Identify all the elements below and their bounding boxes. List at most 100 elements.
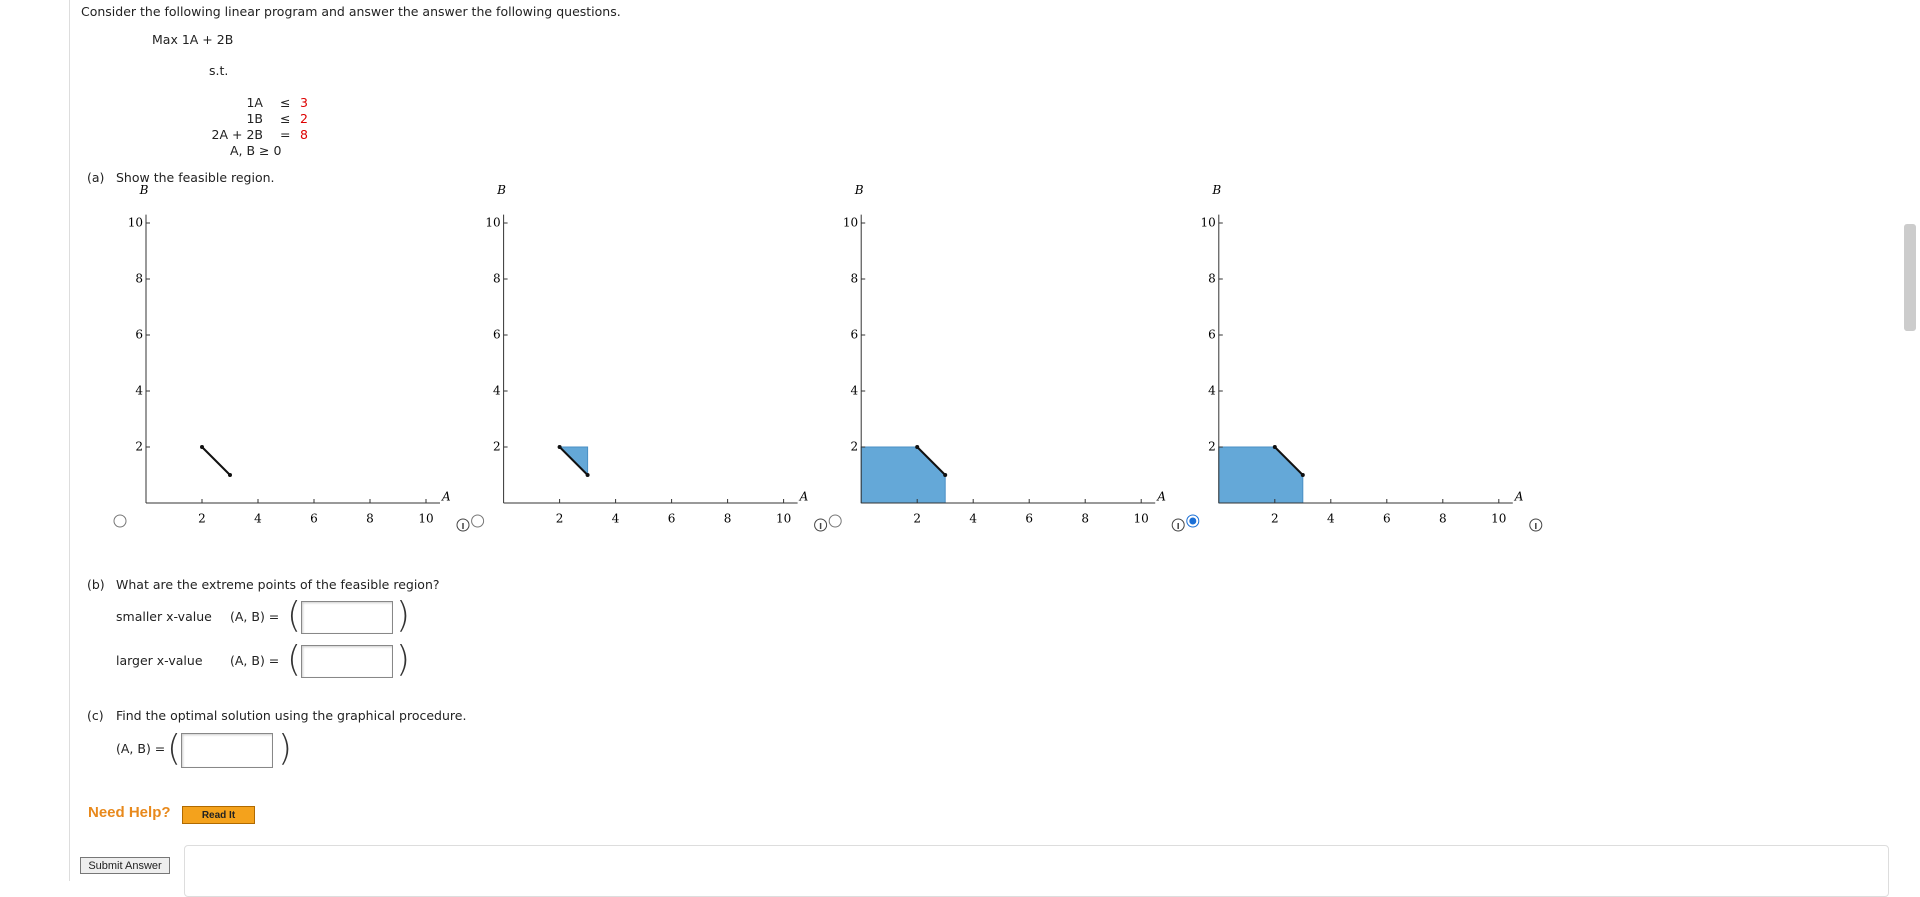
x-tick-label: 8 bbox=[1081, 512, 1089, 526]
rhs: 8 bbox=[300, 127, 308, 142]
st: s.t. bbox=[209, 63, 229, 78]
x-axis-label: A bbox=[1156, 490, 1166, 504]
x-tick-label: 2 bbox=[1271, 512, 1279, 526]
paren: ( bbox=[287, 639, 302, 680]
x-tick-label: 10 bbox=[1134, 512, 1149, 526]
y-tick-label: 8 bbox=[1208, 272, 1216, 286]
y-tick-label: 6 bbox=[851, 328, 859, 342]
y-tick-label: 6 bbox=[1208, 328, 1216, 342]
x-tick-label: 2 bbox=[913, 512, 921, 526]
segment bbox=[201, 446, 231, 476]
submit-button[interactable]: Submit Answer bbox=[80, 857, 170, 874]
y-tick-label: 4 bbox=[493, 384, 501, 398]
row-label: larger x-value bbox=[116, 653, 203, 668]
paren: ( bbox=[287, 595, 302, 636]
y-tick-label: 8 bbox=[135, 272, 143, 286]
x-tick-label: 2 bbox=[556, 512, 564, 526]
question: Show the feasible region. bbox=[116, 170, 275, 185]
segment bbox=[1274, 446, 1304, 476]
y-tick-label: 2 bbox=[493, 440, 501, 454]
paren: ( bbox=[167, 728, 182, 769]
input[interactable] bbox=[181, 733, 273, 768]
x-axis-label: A bbox=[441, 490, 451, 504]
row-label: smaller x-value bbox=[116, 609, 212, 624]
paren: ) bbox=[396, 595, 411, 636]
part-label: (c) bbox=[87, 708, 104, 723]
y-axis-label: B bbox=[496, 183, 506, 197]
x-tick-label: 6 bbox=[1383, 512, 1391, 526]
rhs: 3 bbox=[300, 95, 308, 110]
radio-dot bbox=[1189, 517, 1197, 525]
y-tick-label: 8 bbox=[493, 272, 501, 286]
x-tick-label: 10 bbox=[776, 512, 791, 526]
rhs: 2 bbox=[300, 111, 308, 126]
y-tick-label: 8 bbox=[851, 272, 859, 286]
segment-end bbox=[200, 445, 204, 449]
x-axis-label: A bbox=[799, 490, 809, 504]
segment-end bbox=[557, 445, 562, 449]
op: = bbox=[280, 127, 291, 142]
x-tick-label: 4 bbox=[969, 512, 977, 526]
segment-end bbox=[228, 473, 232, 477]
lhs: 1A bbox=[246, 95, 263, 110]
y-tick-label: 10 bbox=[1201, 216, 1216, 230]
y-tick-label: 4 bbox=[135, 384, 143, 398]
x-tick-label: 8 bbox=[724, 512, 732, 526]
feasible-region bbox=[860, 446, 946, 504]
x-axis-label: A bbox=[1514, 490, 1524, 504]
segment bbox=[558, 446, 589, 476]
part-label: (a) bbox=[87, 170, 105, 185]
y-axis-label: B bbox=[1211, 183, 1221, 197]
question: Find the optimal solution using the grap… bbox=[116, 708, 467, 723]
answer-box bbox=[184, 845, 1889, 897]
op: ≤ bbox=[280, 111, 291, 126]
segment bbox=[916, 446, 946, 476]
x-tick-label: 6 bbox=[310, 512, 318, 526]
input[interactable] bbox=[301, 601, 393, 634]
objective: Max 1A + 2B bbox=[152, 32, 234, 47]
op: ≤ bbox=[280, 95, 291, 110]
part-label: (b) bbox=[87, 577, 105, 592]
radio[interactable] bbox=[113, 514, 127, 528]
feasible-region bbox=[1218, 446, 1304, 504]
x-tick-label: 6 bbox=[1025, 512, 1033, 526]
y-tick-label: 10 bbox=[843, 216, 858, 230]
segment-end bbox=[915, 445, 920, 449]
segment-end bbox=[1272, 445, 1277, 449]
segment-end bbox=[1300, 473, 1305, 477]
y-tick-label: 4 bbox=[1208, 384, 1216, 398]
lhs: 1B bbox=[246, 111, 263, 126]
segment-end bbox=[585, 473, 590, 477]
x-tick-label: 8 bbox=[366, 512, 374, 526]
intro: Consider the following linear program an… bbox=[81, 4, 621, 19]
left-border bbox=[69, 0, 70, 881]
radio[interactable] bbox=[828, 514, 842, 528]
nonneg: A, B ≥ 0 bbox=[230, 143, 282, 158]
need-help: Need Help? bbox=[88, 804, 171, 821]
x-tick-label: 4 bbox=[1327, 512, 1335, 526]
x-tick-label: 2 bbox=[198, 512, 206, 526]
read-it-button[interactable]: Read It bbox=[182, 806, 255, 824]
eq: (A, B) = bbox=[230, 653, 280, 668]
y-tick-label: 10 bbox=[128, 216, 143, 230]
y-tick-label: 2 bbox=[851, 440, 859, 454]
y-tick-label: 6 bbox=[493, 328, 501, 342]
graph-options: A B 2 4 6 8 10 2 4 6 8 10 A B 2 4 6 8 10 2 4 6 8 10 A B 2 4 6 8 10 2 4 6 8… bbox=[113, 183, 1543, 532]
y-tick-label: 10 bbox=[485, 216, 500, 230]
x-tick-label: 4 bbox=[254, 512, 262, 526]
question: What are the extreme points of the feasi… bbox=[116, 577, 440, 592]
y-axis-label: B bbox=[854, 183, 864, 197]
input[interactable] bbox=[301, 645, 393, 678]
x-tick-label: 8 bbox=[1439, 512, 1447, 526]
y-tick-label: 2 bbox=[135, 440, 143, 454]
x-tick-label: 4 bbox=[612, 512, 620, 526]
eq: (A, B) = bbox=[230, 609, 280, 624]
x-tick-label: 10 bbox=[1491, 512, 1506, 526]
paren: ) bbox=[278, 728, 293, 769]
eq: (A, B) = bbox=[116, 741, 166, 756]
segment-end bbox=[943, 473, 948, 477]
y-axis-label: B bbox=[139, 183, 149, 197]
radio[interactable] bbox=[471, 514, 485, 528]
x-tick-label: 6 bbox=[668, 512, 676, 526]
